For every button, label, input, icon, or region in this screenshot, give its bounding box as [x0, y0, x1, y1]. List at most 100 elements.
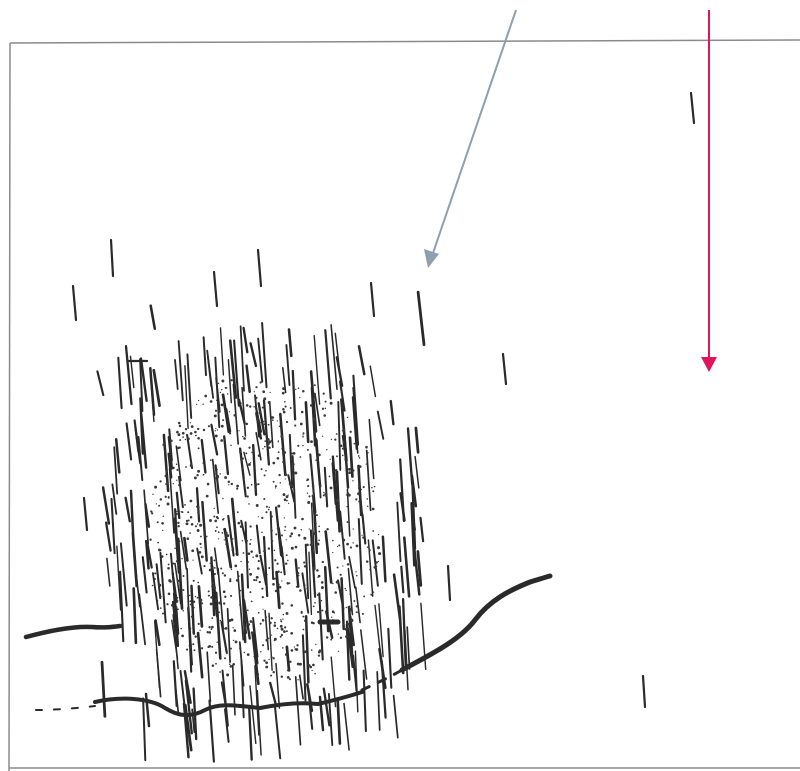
stipple-dot [285, 554, 288, 557]
hatch-stroke [314, 392, 321, 427]
stipple-dot [187, 607, 190, 611]
stipple-dot [250, 550, 253, 553]
stipple-dot [290, 532, 294, 535]
stipple-dot [302, 615, 305, 618]
stipple-dot [209, 562, 212, 564]
hatch-stroke [141, 556, 148, 594]
stipple-dot [371, 507, 375, 511]
hatch-stroke [214, 464, 220, 495]
stipple-dot [287, 502, 290, 505]
tick-mark [109, 238, 115, 278]
stipple-dot [321, 609, 324, 612]
stipple-dot [246, 539, 249, 542]
stipple-dot [192, 606, 195, 609]
stipple-dot [176, 510, 178, 513]
stipple-dot [283, 498, 287, 501]
hatch-stroke [201, 500, 208, 562]
stipple-dot [205, 494, 209, 498]
stipple-dot [314, 425, 317, 427]
stipple-dot [329, 458, 331, 460]
stipple-dot [341, 531, 343, 533]
stipple-dot [236, 487, 239, 490]
stipple-dot [297, 574, 300, 577]
hatch-stroke [389, 399, 395, 426]
stipple-dot [261, 595, 264, 599]
stipple-dot [228, 484, 230, 486]
hatch-stroke [269, 510, 275, 581]
stipple-dot [303, 536, 307, 540]
stipple-dot [219, 473, 221, 475]
stipple-dot [352, 542, 354, 544]
stipple-dot [235, 579, 239, 582]
stipple-dot [316, 547, 319, 550]
stipple-dot [228, 432, 232, 435]
stipple-dot [197, 511, 200, 514]
hatch-stroke [168, 467, 175, 534]
stipple-dot [282, 387, 286, 391]
stipple-dot [294, 394, 296, 396]
stipple-dot [211, 664, 215, 667]
stipple-dot [230, 594, 233, 597]
stipple-dot [302, 628, 305, 631]
tick-mark [369, 281, 376, 318]
stipple-dot [278, 473, 281, 477]
stipple-dot [320, 586, 324, 590]
hatch-stroke [239, 448, 245, 479]
stipple-dot [294, 471, 298, 475]
stipple-dot [355, 611, 358, 613]
stipple-dot [323, 491, 325, 494]
hatch-stroke [281, 366, 287, 394]
stipple-dot [230, 482, 234, 486]
stipple-dot [338, 544, 341, 547]
stipple-dot [257, 567, 260, 570]
stipple-dot [224, 657, 226, 660]
stipple-dot [310, 440, 313, 443]
stipple-dot [294, 424, 297, 427]
stipple-dot [202, 474, 204, 476]
stipple-dot [358, 500, 361, 503]
hatch-stroke [207, 356, 213, 388]
stipple-dot [289, 660, 292, 664]
hatch-stroke [155, 563, 162, 600]
stipple-dot [210, 628, 213, 630]
hatch-stroke [183, 536, 189, 562]
stipple-dot [334, 469, 338, 472]
stipple-dot [227, 480, 231, 484]
stipple-dot [219, 391, 222, 394]
stipple-dot [286, 581, 290, 585]
stipple-dot [366, 505, 369, 508]
stipple-dot [322, 494, 325, 497]
hatch-stroke [186, 433, 194, 470]
stipple-dot [222, 528, 225, 531]
hatch-stroke [244, 521, 249, 589]
stipple-dot [334, 438, 337, 441]
stipple-dot [328, 561, 330, 564]
scattered-ticks [71, 91, 696, 709]
stipple-dot [243, 437, 246, 440]
stipple-dot [300, 528, 303, 531]
stipple-dot [208, 568, 212, 572]
stipple-dot [320, 599, 323, 602]
hatch-stroke [291, 369, 297, 421]
stipple-dot [353, 442, 356, 445]
stipple-dot [314, 436, 317, 439]
stipple-dot [325, 636, 329, 639]
stipple-dot [251, 621, 254, 624]
stipple-dot [305, 622, 308, 625]
stipple-dot [336, 455, 338, 458]
stipple-dot [365, 560, 369, 563]
hatch-stroke [361, 513, 367, 545]
stipple-dot [336, 566, 339, 569]
stipple-dot [276, 527, 280, 530]
hatch-stroke [196, 631, 204, 679]
stipple-dot [287, 559, 289, 562]
hatch-stroke [186, 353, 193, 419]
hatch-stroke [100, 660, 107, 718]
hatch-stroke [219, 327, 225, 376]
stipple-dot [357, 487, 360, 489]
stipple-dot [326, 448, 328, 451]
stipple-dot [280, 435, 284, 438]
stipple-dot [252, 556, 254, 558]
stipple-dot [281, 602, 284, 605]
stipple-dot [277, 441, 279, 443]
